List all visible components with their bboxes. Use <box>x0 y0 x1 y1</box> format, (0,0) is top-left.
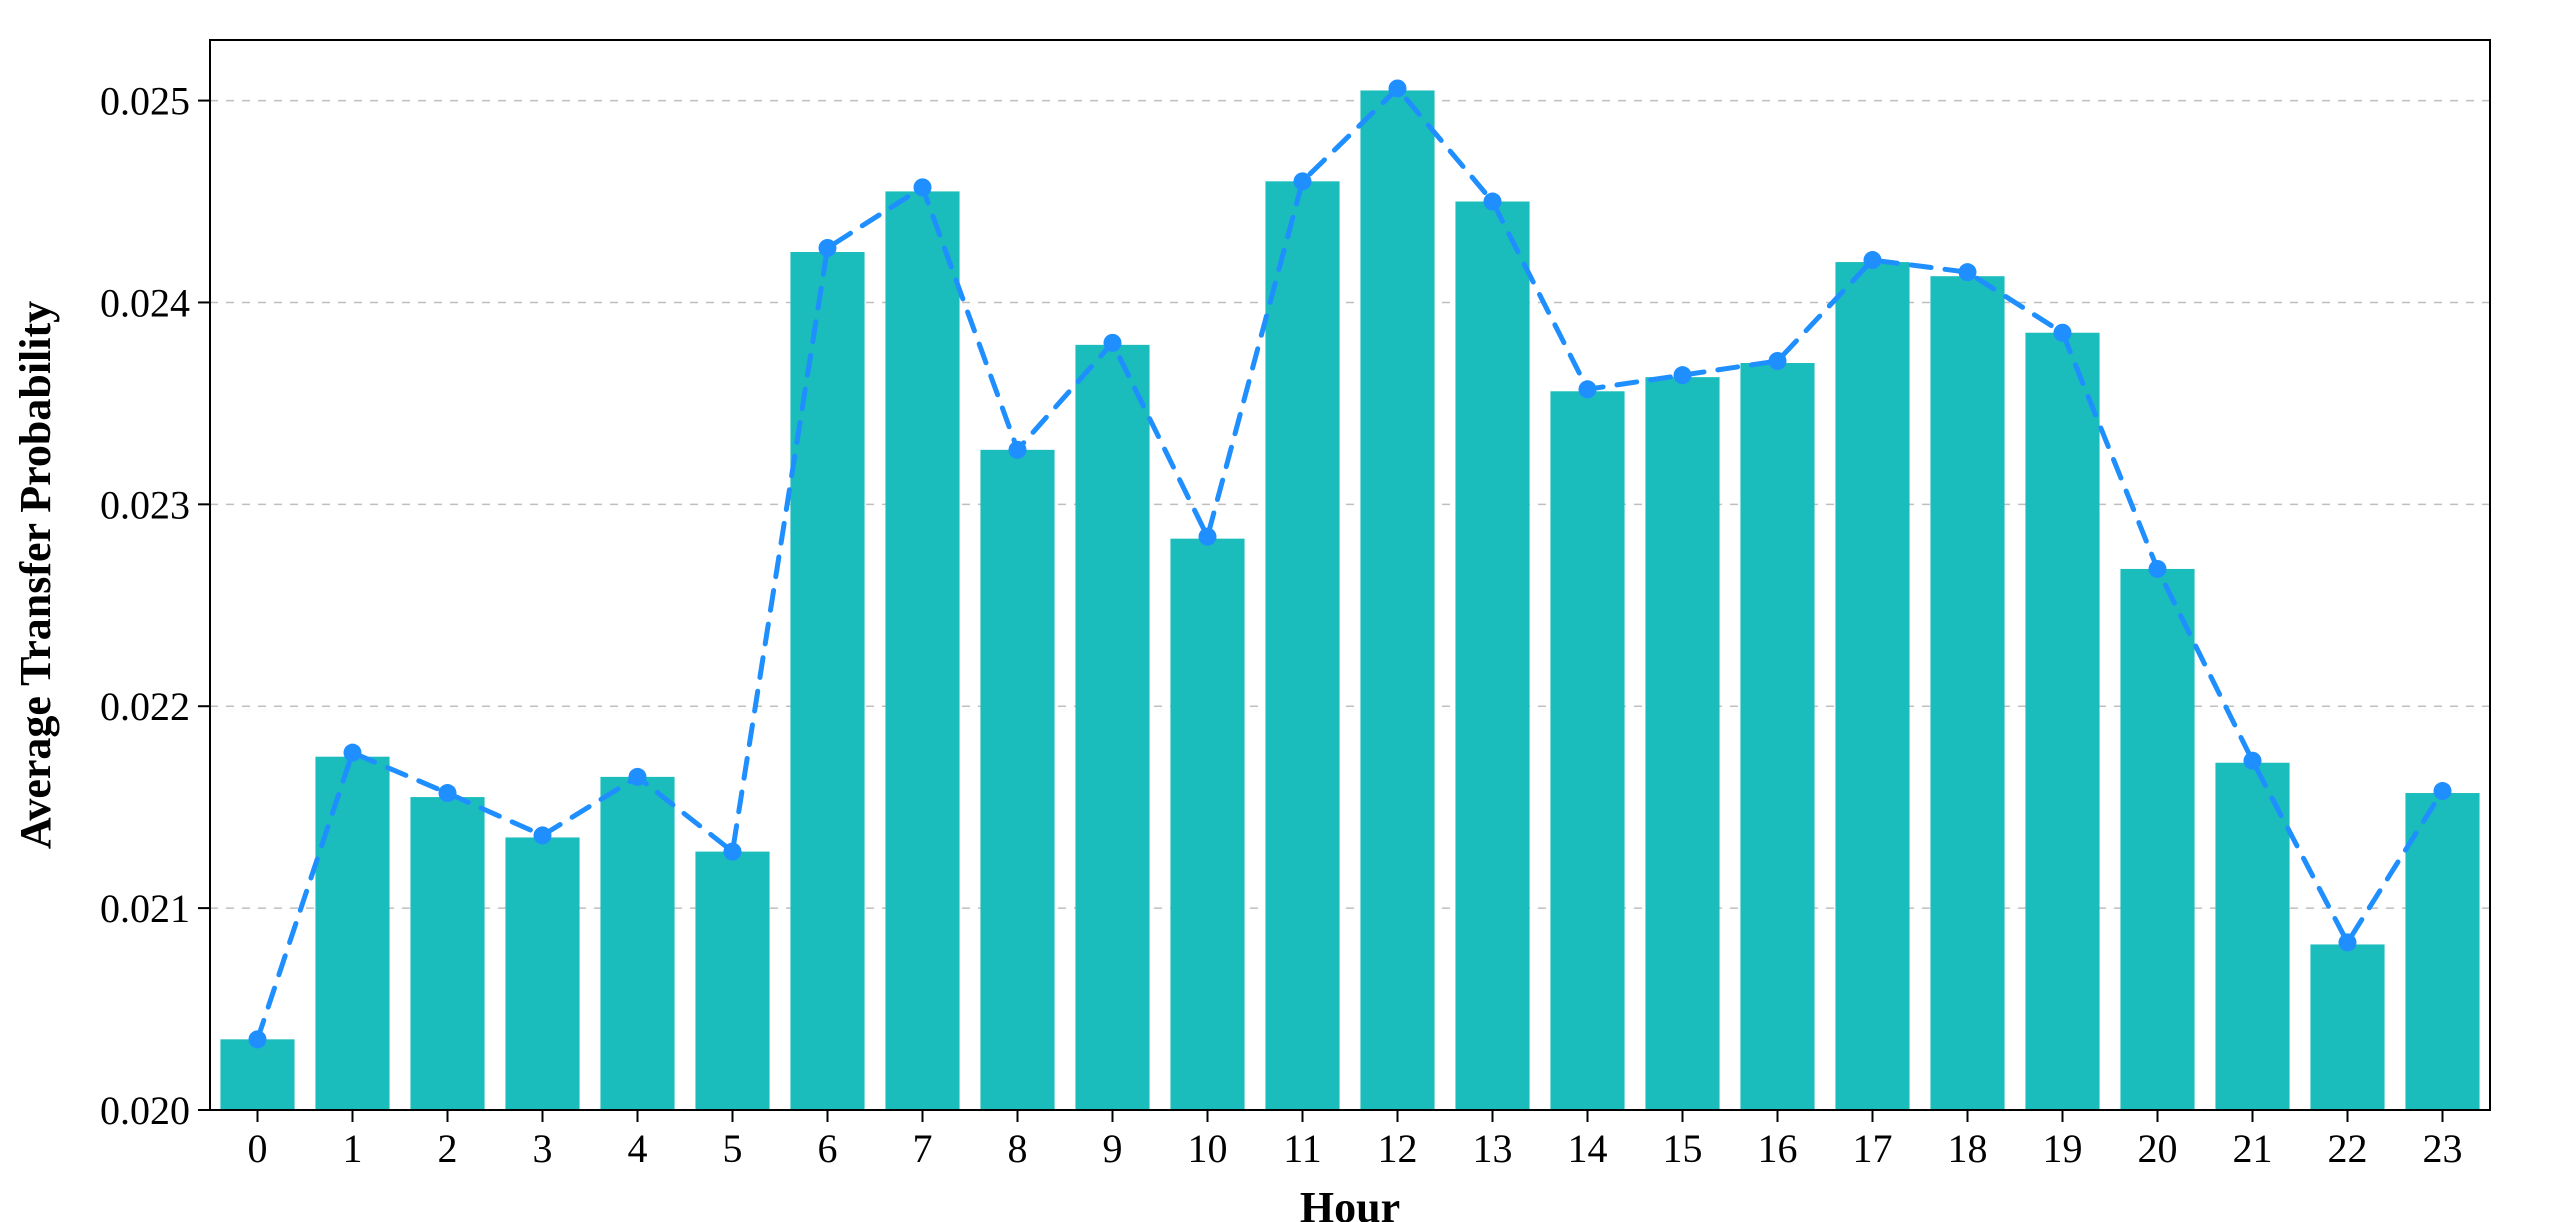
line-marker <box>2434 782 2452 800</box>
x-tick-label: 23 <box>2423 1126 2463 1171</box>
x-tick-label: 4 <box>628 1126 648 1171</box>
bar <box>1075 345 1149 1110</box>
line-marker <box>2054 324 2072 342</box>
x-tick-label: 0 <box>248 1126 268 1171</box>
line-marker <box>1389 79 1407 97</box>
x-tick-label: 18 <box>1948 1126 1988 1171</box>
bar <box>2120 569 2194 1110</box>
bar <box>1930 276 2004 1110</box>
line-marker <box>2339 933 2357 951</box>
line-marker <box>249 1030 267 1048</box>
bar <box>1645 377 1719 1110</box>
line-marker <box>2149 560 2167 578</box>
line-marker <box>1674 366 1692 384</box>
x-tick-label: 17 <box>1853 1126 1893 1171</box>
bar <box>885 191 959 1110</box>
line-marker <box>1104 334 1122 352</box>
bar <box>1360 90 1434 1110</box>
x-tick-label: 22 <box>2328 1126 2368 1171</box>
bar <box>980 450 1054 1110</box>
x-tick-label: 11 <box>1283 1126 1322 1171</box>
line-marker <box>1009 441 1027 459</box>
bar <box>1835 262 1909 1110</box>
y-tick-label: 0.024 <box>100 280 190 325</box>
x-tick-label: 6 <box>818 1126 838 1171</box>
y-tick-label: 0.021 <box>100 886 190 931</box>
bar <box>220 1039 294 1110</box>
line-marker <box>344 744 362 762</box>
x-tick-label: 14 <box>1568 1126 1608 1171</box>
line-marker <box>1864 251 1882 269</box>
bar <box>505 837 579 1110</box>
bar <box>410 797 484 1110</box>
line-marker <box>1294 172 1312 190</box>
bar <box>695 852 769 1110</box>
line-marker <box>534 826 552 844</box>
x-tick-label: 1 <box>343 1126 363 1171</box>
x-tick-label: 19 <box>2043 1126 2083 1171</box>
line-marker <box>914 178 932 196</box>
x-tick-label: 7 <box>913 1126 933 1171</box>
x-tick-label: 15 <box>1663 1126 1703 1171</box>
bar <box>2405 793 2479 1110</box>
line-marker <box>1579 380 1597 398</box>
line-marker <box>1484 193 1502 211</box>
x-tick-label: 5 <box>723 1126 743 1171</box>
x-tick-label: 9 <box>1103 1126 1123 1171</box>
x-tick-label: 21 <box>2233 1126 2273 1171</box>
line-marker <box>439 784 457 802</box>
bar <box>2310 944 2384 1110</box>
y-tick-label: 0.023 <box>100 482 190 527</box>
y-tick-label: 0.022 <box>100 684 190 729</box>
line-marker <box>629 768 647 786</box>
y-tick-label: 0.020 <box>100 1088 190 1133</box>
x-tick-label: 2 <box>438 1126 458 1171</box>
x-tick-label: 12 <box>1378 1126 1418 1171</box>
bar <box>315 757 389 1110</box>
x-tick-label: 10 <box>1188 1126 1228 1171</box>
line-marker <box>724 843 742 861</box>
bar <box>1265 181 1339 1110</box>
bar <box>1170 539 1244 1110</box>
x-tick-label: 16 <box>1758 1126 1798 1171</box>
line-marker <box>1959 263 1977 281</box>
y-axis-label: Average Transfer Probability <box>11 301 60 849</box>
x-tick-label: 20 <box>2138 1126 2178 1171</box>
bar <box>600 777 674 1110</box>
bar <box>2025 333 2099 1110</box>
chart-container: 012345678910111213141516171819202122230.… <box>0 0 2558 1222</box>
transfer-probability-chart: 012345678910111213141516171819202122230.… <box>0 0 2558 1222</box>
bar <box>1455 202 1529 1110</box>
y-tick-label: 0.025 <box>100 79 190 124</box>
x-axis-label: Hour <box>1300 1183 1400 1222</box>
line-marker <box>1769 352 1787 370</box>
x-tick-label: 3 <box>533 1126 553 1171</box>
bar <box>1740 363 1814 1110</box>
line-marker <box>2244 752 2262 770</box>
line-marker <box>819 239 837 257</box>
line-marker <box>1199 528 1217 546</box>
bar <box>790 252 864 1110</box>
bar <box>1550 391 1624 1110</box>
x-tick-label: 13 <box>1473 1126 1513 1171</box>
x-tick-label: 8 <box>1008 1126 1028 1171</box>
